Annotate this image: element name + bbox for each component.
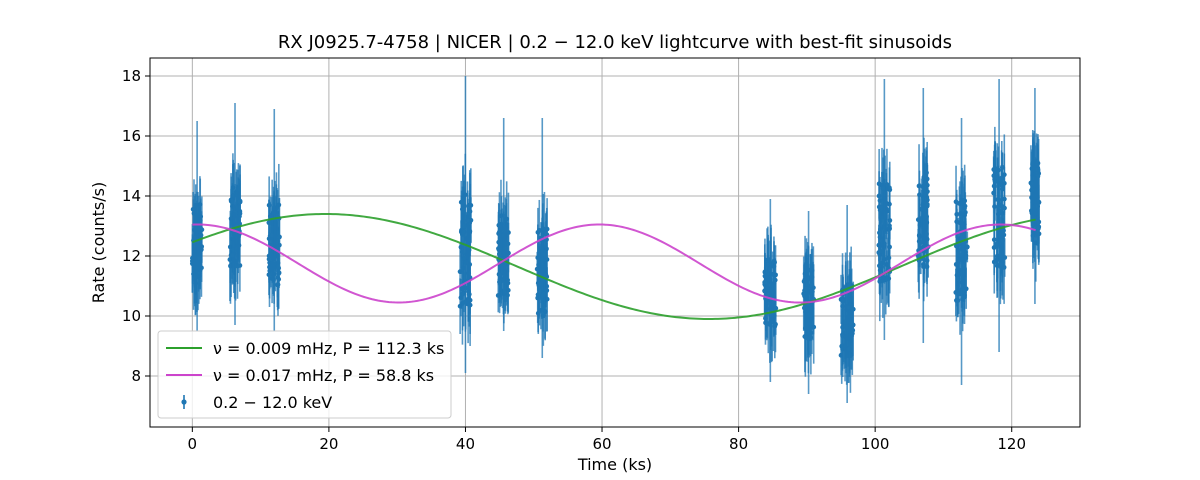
data-point bbox=[994, 241, 1000, 247]
errorbar-series bbox=[189, 76, 1042, 403]
y-tick-label: 18 bbox=[122, 67, 141, 85]
data-point bbox=[228, 263, 233, 269]
data-point bbox=[498, 213, 504, 219]
data-point bbox=[876, 181, 882, 187]
data-point bbox=[228, 198, 234, 204]
data-point bbox=[544, 287, 550, 293]
data-point bbox=[955, 248, 961, 254]
data-point bbox=[803, 286, 809, 292]
y-tick-label: 14 bbox=[122, 187, 141, 205]
data-point bbox=[465, 218, 470, 223]
data-point bbox=[505, 241, 511, 247]
data-point bbox=[1000, 238, 1005, 244]
data-point bbox=[992, 166, 998, 172]
data-point bbox=[916, 183, 922, 189]
data-point bbox=[534, 266, 540, 272]
data-point bbox=[277, 234, 282, 240]
chart-title: RX J0925.7-4758 | NICER | 0.2 − 12.0 keV… bbox=[278, 32, 952, 53]
x-tick-label: 40 bbox=[456, 435, 475, 453]
legend-label: 0.2 − 12.0 keV bbox=[213, 393, 332, 412]
data-point bbox=[803, 335, 809, 341]
y-tick-label: 12 bbox=[122, 247, 141, 265]
data-point bbox=[537, 281, 542, 287]
x-axis-label: Time (ks) bbox=[577, 455, 652, 474]
data-point bbox=[230, 252, 235, 258]
data-point bbox=[953, 289, 959, 295]
x-tick-label: 80 bbox=[729, 435, 748, 453]
y-tick-label: 16 bbox=[122, 127, 141, 145]
data-point bbox=[961, 198, 967, 204]
data-point bbox=[953, 199, 959, 205]
plot-frame bbox=[149, 57, 1081, 428]
data-point bbox=[266, 202, 272, 208]
data-point bbox=[764, 262, 770, 267]
legend: ν = 0.009 mHz, P = 112.3 ks ν = 0.017 mHz… bbox=[157, 330, 452, 419]
data-point bbox=[467, 209, 473, 214]
x-tick-label: 60 bbox=[592, 435, 611, 453]
data-point bbox=[850, 306, 856, 312]
legend-box bbox=[157, 330, 452, 419]
data-point bbox=[886, 255, 892, 261]
data-layer bbox=[189, 76, 1042, 403]
data-point bbox=[764, 321, 770, 327]
data-point bbox=[846, 346, 852, 352]
sinusoid-curve bbox=[192, 223, 1036, 304]
data-point bbox=[773, 321, 778, 327]
y-tick-label: 8 bbox=[131, 367, 141, 385]
data-point bbox=[1029, 181, 1034, 187]
data-point bbox=[496, 271, 502, 277]
data-point bbox=[999, 165, 1005, 170]
data-point bbox=[192, 235, 198, 240]
data-point bbox=[923, 231, 929, 237]
x-tick-label: 100 bbox=[861, 435, 890, 453]
data-point bbox=[955, 298, 961, 303]
y-tick-label: 10 bbox=[122, 307, 141, 325]
data-point bbox=[457, 303, 463, 309]
data-point bbox=[505, 292, 510, 298]
data-point bbox=[1036, 225, 1041, 230]
data-point bbox=[197, 255, 203, 261]
legend-label: ν = 0.017 mHz, P = 58.8 ks bbox=[213, 366, 434, 385]
data-point bbox=[196, 225, 202, 231]
data-point bbox=[809, 282, 815, 288]
data-point bbox=[460, 249, 465, 255]
y-axis-label: Rate (counts/s) bbox=[89, 182, 108, 303]
x-tick-label: 120 bbox=[997, 435, 1026, 453]
legend-label: ν = 0.009 mHz, P = 112.3 ks bbox=[213, 339, 444, 358]
x-tick-label: 20 bbox=[319, 435, 338, 453]
data-point bbox=[991, 259, 997, 265]
data-point bbox=[269, 233, 275, 238]
data-point bbox=[762, 279, 768, 285]
x-tick-label: 0 bbox=[188, 435, 198, 453]
data-point bbox=[237, 199, 243, 205]
data-point bbox=[879, 249, 885, 254]
data-point bbox=[1002, 205, 1007, 211]
data-point bbox=[808, 335, 814, 340]
sinusoid-curve bbox=[191, 212, 1036, 321]
data-point bbox=[884, 182, 890, 187]
data-point bbox=[275, 274, 281, 280]
data-point bbox=[266, 256, 272, 262]
data-point bbox=[961, 241, 967, 246]
data-point bbox=[460, 291, 465, 297]
axis-ticks: 0 20 40 60 80 100 120 8 10 12 14 16 18 bbox=[122, 67, 1026, 453]
legend-marker-swatch bbox=[181, 399, 187, 405]
